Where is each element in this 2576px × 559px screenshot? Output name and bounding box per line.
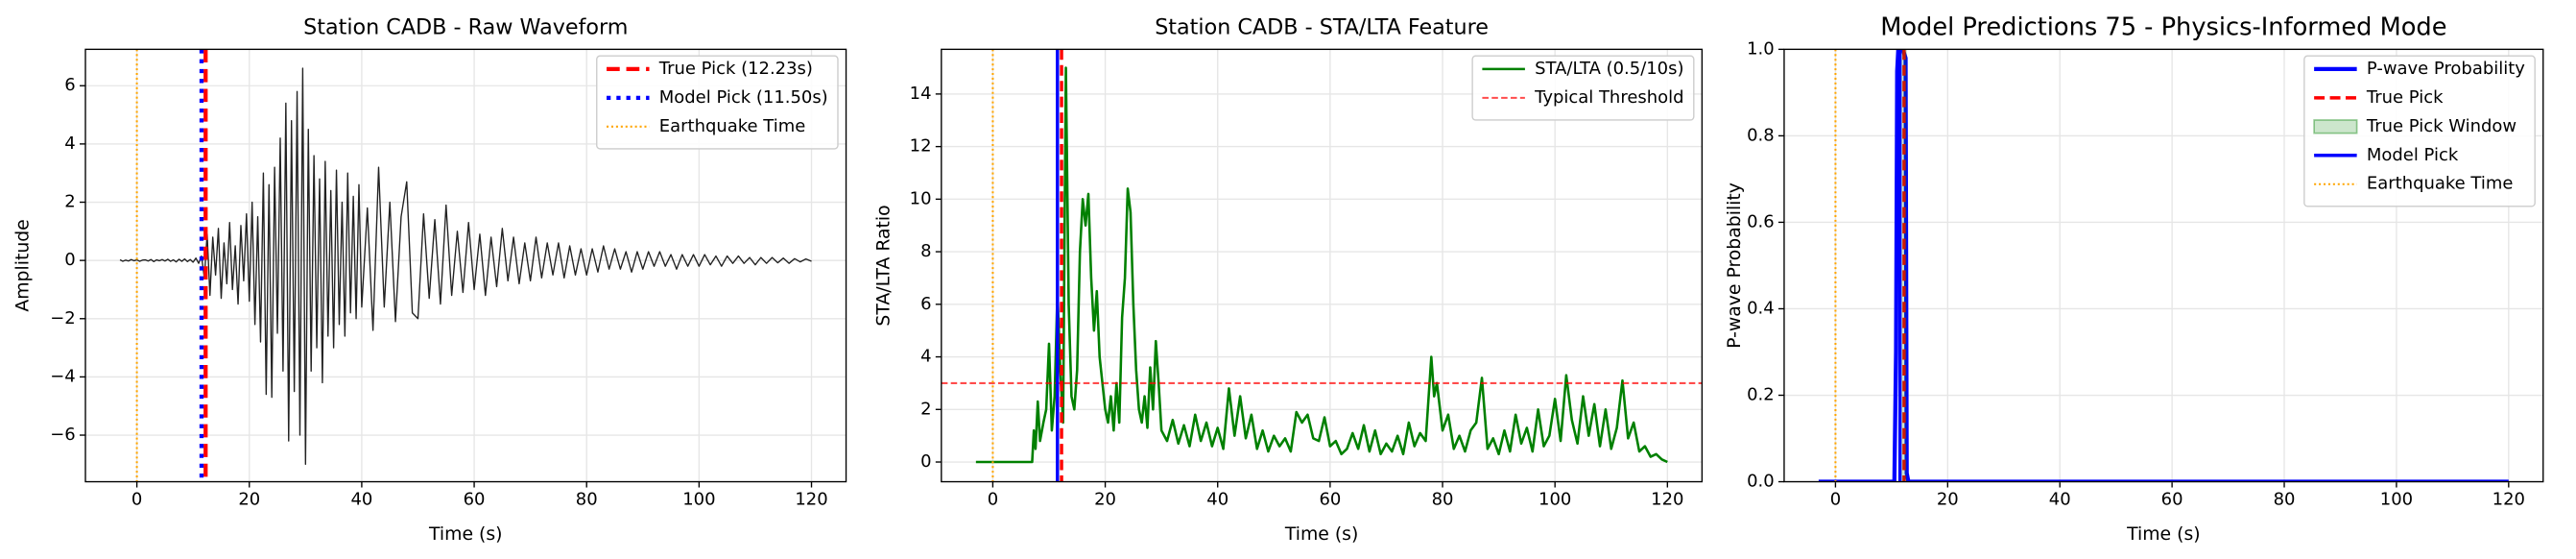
x-tick-label: 100 xyxy=(682,489,715,509)
x-axis-label: Time (s) xyxy=(428,524,502,545)
chart-title: Station CADB - Raw Waveform xyxy=(303,15,628,40)
y-tick-label: 0.4 xyxy=(1747,298,1775,318)
panel: Model Predictions 75 - Physics-Informed … xyxy=(1725,13,2544,545)
legend-box xyxy=(2303,55,2536,207)
x-tick-label: 80 xyxy=(576,489,598,509)
x-axis-label: Time (s) xyxy=(2126,524,2201,545)
axes-frame xyxy=(84,48,847,483)
x-tick-label: 20 xyxy=(1937,489,1959,509)
y-tick-label: 0.8 xyxy=(1747,125,1775,145)
legend: True Pick (12.23s) Model Pick (11.50s) Ear… xyxy=(596,55,839,150)
x-tick-label: 20 xyxy=(1094,489,1116,509)
series-line xyxy=(975,66,1668,464)
axes-frame xyxy=(941,48,1704,483)
y-tick-label: −6 xyxy=(50,425,76,445)
x-tick-label: 100 xyxy=(2380,489,2413,509)
y-tick-label: 6 xyxy=(920,294,931,314)
x-tick-label: 20 xyxy=(238,489,260,509)
y-tick-label: 1.0 xyxy=(1747,38,1775,59)
plot-area xyxy=(119,49,812,482)
x-tick-label: 80 xyxy=(2274,489,2296,509)
legend-label: True Pick (12.23s) xyxy=(658,59,813,79)
x-tick-label: 40 xyxy=(350,489,372,509)
x-tick-label: 60 xyxy=(464,489,486,509)
y-tick-label: 14 xyxy=(910,84,932,104)
plot-area xyxy=(941,49,1703,482)
y-tick-label: 0 xyxy=(920,451,931,472)
x-tick-label: 0 xyxy=(131,489,142,509)
panel: Station CADB - Raw Waveform Time (s) Ampli… xyxy=(12,15,847,545)
x-tick-label: 120 xyxy=(1651,489,1683,509)
chart-title: Model Predictions 75 - Physics-Informed … xyxy=(1880,13,2446,42)
x-tick-label: 0 xyxy=(1830,489,1841,509)
y-tick-label: 2 xyxy=(64,192,75,212)
legend-swatch xyxy=(2313,119,2358,134)
axes-frame xyxy=(1783,48,2544,483)
legend-box xyxy=(596,55,839,150)
legend: P-wave Probability True Pick True Pick Win… xyxy=(2303,55,2536,207)
legend-label: STA/LTA (0.5/10s) xyxy=(1535,59,1683,79)
x-tick-label: 40 xyxy=(2049,489,2071,509)
y-tick-label: 0 xyxy=(64,250,75,270)
y-axis-label: STA/LTA Ratio xyxy=(873,205,894,326)
legend-label: Typical Threshold xyxy=(1534,87,1683,108)
y-tick-label: 12 xyxy=(910,136,932,157)
window-span xyxy=(1900,49,1907,482)
series-line xyxy=(1818,49,2509,482)
x-tick-label: 80 xyxy=(1432,489,1454,509)
legend-label: True Pick xyxy=(2366,87,2444,108)
panel: Station CADB - STA/LTA Feature Time (s) ST… xyxy=(873,15,1704,545)
y-tick-label: 0.6 xyxy=(1747,211,1775,231)
y-tick-label: 10 xyxy=(910,188,932,208)
x-tick-label: 120 xyxy=(795,489,827,509)
plot-area xyxy=(1818,49,2509,482)
y-axis-label: P-wave Probability xyxy=(1725,182,1745,349)
legend: STA/LTA (0.5/10s) Typical Threshold xyxy=(1471,55,1695,121)
legend-label: True Pick Window xyxy=(2366,116,2516,136)
legend-label: Earthquake Time xyxy=(659,116,806,136)
y-tick-label: 4 xyxy=(920,347,931,367)
y-tick-label: 8 xyxy=(920,241,931,261)
y-tick-label: 0.2 xyxy=(1747,385,1775,405)
x-tick-label: 60 xyxy=(1319,489,1341,509)
y-tick-label: −4 xyxy=(50,366,76,386)
chart-title: Station CADB - STA/LTA Feature xyxy=(1155,15,1489,40)
legend-label: P-wave Probability xyxy=(2367,59,2525,79)
series-line xyxy=(119,67,812,466)
x-tick-label: 60 xyxy=(2161,489,2183,509)
x-tick-label: 100 xyxy=(1538,489,1571,509)
x-tick-label: 40 xyxy=(1206,489,1228,509)
legend-label: Earthquake Time xyxy=(2367,174,2514,194)
legend-box xyxy=(1471,55,1695,121)
y-tick-label: 0.0 xyxy=(1747,472,1775,492)
y-axis-label: Amplitude xyxy=(12,219,33,311)
y-tick-label: 6 xyxy=(64,75,75,95)
legend-label: Model Pick (11.50s) xyxy=(659,87,828,108)
y-tick-label: 2 xyxy=(920,399,931,419)
x-tick-label: 120 xyxy=(2493,489,2525,509)
y-tick-label: 4 xyxy=(64,134,75,154)
x-axis-label: Time (s) xyxy=(1284,524,1359,545)
legend-label: Model Pick xyxy=(2367,145,2459,165)
x-tick-label: 0 xyxy=(988,489,998,509)
y-tick-label: −2 xyxy=(50,308,76,328)
